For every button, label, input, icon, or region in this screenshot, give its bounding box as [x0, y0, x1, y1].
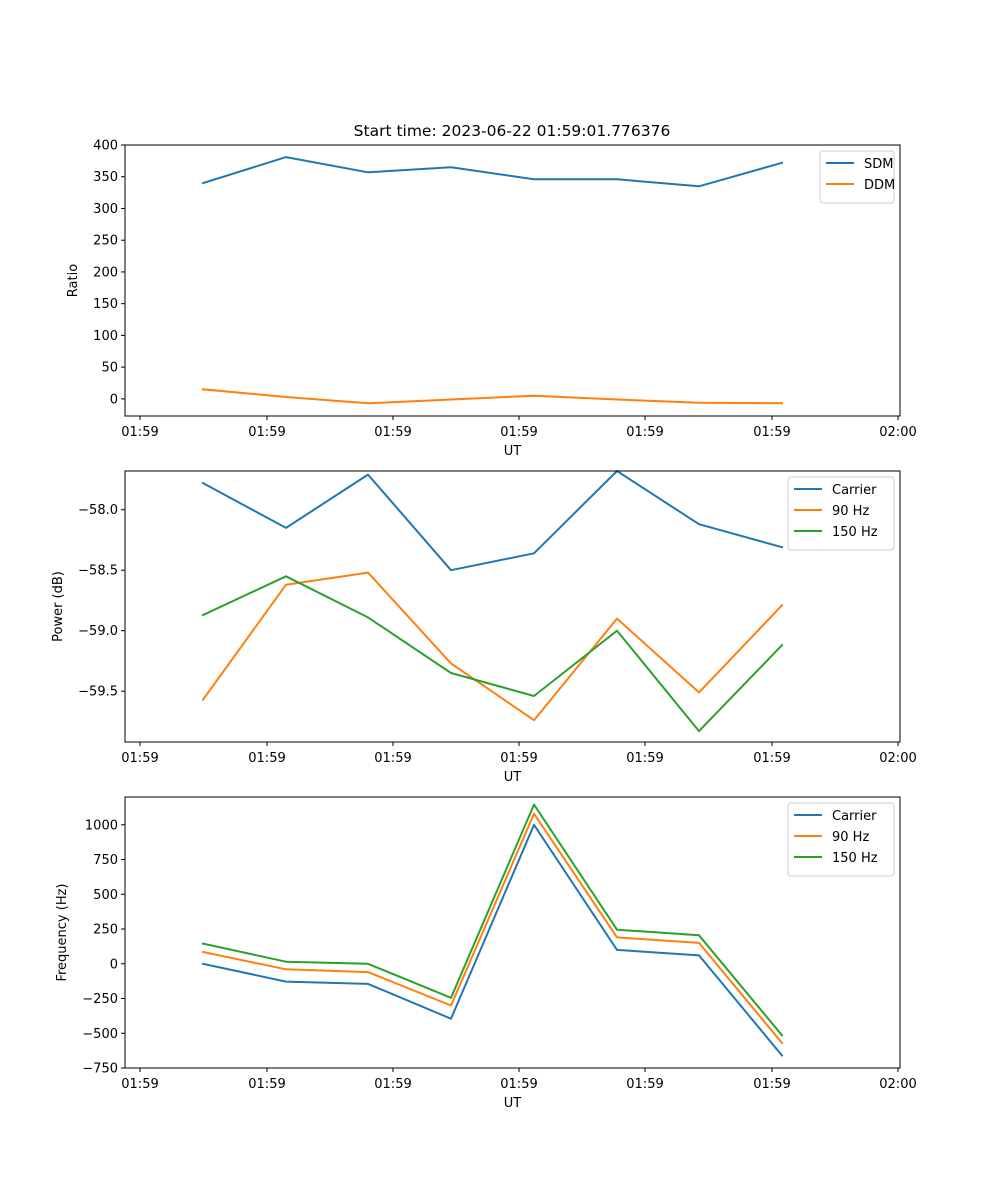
y-tick-label: 350	[93, 170, 118, 185]
legend: Carrier 90 Hz 150 Hz	[787, 802, 895, 877]
subplot-1: 0 50 100 150 200 250 300 350 400 01:59 01:59 01:59 0…	[66, 139, 917, 460]
legend-label: Carrier	[832, 809, 877, 824]
series-line-carrier	[201, 470, 784, 572]
legend: SDM DDM	[819, 150, 895, 204]
y-tick-label: −750	[82, 1062, 118, 1077]
x-tick-label: 01:59	[753, 425, 790, 440]
x-tick-label: 01:59	[374, 425, 411, 440]
y-tick-label: 1000	[85, 818, 118, 833]
series-line-150-hz	[201, 575, 784, 733]
x-tick-label: 01:59	[121, 425, 158, 440]
legend-label: 150 Hz	[832, 851, 878, 866]
y-tick-label: 200	[93, 265, 118, 280]
series-line-150-hz	[201, 803, 784, 1037]
series-line-sdm	[201, 156, 784, 188]
y-tick-label: 50	[101, 361, 118, 376]
y-tick-label: 0	[110, 392, 118, 407]
plot-frame	[124, 144, 901, 417]
x-tick-label: 02:00	[879, 425, 916, 440]
x-tick-label: 01:59	[753, 751, 790, 766]
x-axis-label: UT	[504, 770, 522, 785]
x-tick-label: 01:59	[121, 751, 158, 766]
y-tick-label: 750	[93, 853, 118, 868]
y-axis-label: Frequency (Hz)	[55, 883, 70, 981]
x-tick-label: 01:59	[500, 1077, 537, 1092]
x-axis-label: UT	[504, 444, 522, 459]
y-tick-label: 300	[93, 202, 118, 217]
subplot-2: −59.5 −59.0 −58.5 −58.0 01:59 01:59 01:59 01:59…	[51, 470, 917, 785]
legend-label: DDM	[864, 178, 895, 193]
x-tick-label: 01:59	[374, 751, 411, 766]
x-tick-label: 01:59	[248, 1077, 285, 1092]
plot-frame	[124, 470, 901, 743]
y-tick-label: 150	[93, 297, 118, 312]
y-tick-label: −58.0	[78, 503, 118, 518]
x-axis-label: UT	[504, 1096, 522, 1111]
x-tick-label: 01:59	[626, 751, 663, 766]
series-line-carrier	[201, 823, 784, 1057]
y-axis-label: Ratio	[66, 264, 81, 297]
legend-label: 90 Hz	[832, 504, 869, 519]
plot-frame	[124, 796, 901, 1069]
x-tick-label: 01:59	[626, 1077, 663, 1092]
x-tick-label: 01:59	[753, 1077, 790, 1092]
y-tick-label: −59.0	[78, 624, 118, 639]
y-tick-label: 500	[93, 888, 118, 903]
x-tick-label: 01:59	[248, 425, 285, 440]
y-tick-label: 0	[110, 957, 118, 972]
subplot-3: −750 −500 −250 0 250 500 750 1000 01:59 01:59 01:5…	[55, 796, 917, 1111]
x-tick-label: 01:59	[248, 751, 285, 766]
series-line-90-hz	[201, 812, 784, 1045]
x-tick-label: 02:00	[879, 1077, 916, 1092]
x-tick-label: 02:00	[879, 751, 916, 766]
legend-label: Carrier	[832, 483, 877, 498]
y-tick-label: −500	[82, 1027, 118, 1042]
y-tick-label: 100	[93, 329, 118, 344]
y-tick-label: −250	[82, 992, 118, 1007]
y-tick-label: −59.5	[78, 685, 118, 700]
y-axis-label: Power (dB)	[51, 571, 66, 642]
y-tick-label: 250	[93, 923, 118, 938]
x-tick-label: 01:59	[626, 425, 663, 440]
y-tick-label: −58.5	[78, 564, 118, 579]
legend-label: 90 Hz	[832, 830, 869, 845]
x-tick-label: 01:59	[121, 1077, 158, 1092]
figure-title: Start time: 2023-06-22 01:59:01.776376	[354, 122, 671, 140]
y-tick-label: 250	[93, 234, 118, 249]
y-tick-label: 400	[93, 139, 118, 154]
x-tick-label: 01:59	[500, 425, 537, 440]
legend-label: 150 Hz	[832, 525, 878, 540]
x-tick-label: 01:59	[500, 751, 537, 766]
series-line-90-hz	[201, 571, 784, 722]
legend-label: SDM	[864, 157, 893, 172]
series-line-ddm	[201, 388, 784, 405]
x-tick-label: 01:59	[374, 1077, 411, 1092]
legend: Carrier 90 Hz 150 Hz	[787, 476, 895, 551]
